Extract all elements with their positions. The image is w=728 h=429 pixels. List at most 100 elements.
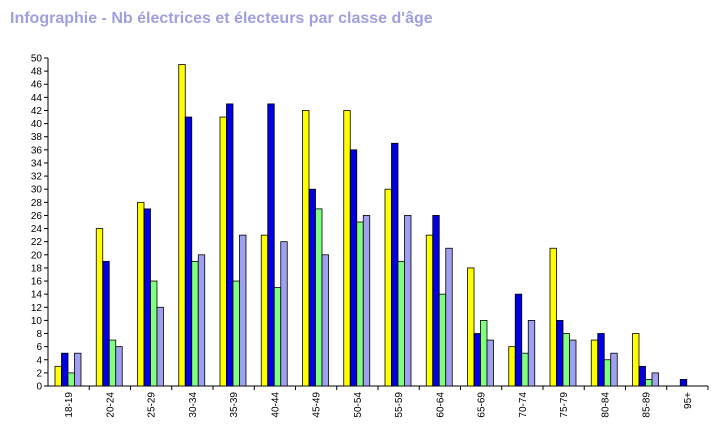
y-tick-label: 30 bbox=[31, 185, 43, 196]
bar bbox=[556, 319, 564, 387]
bar bbox=[102, 260, 110, 387]
x-tick-label: 75-79 bbox=[559, 392, 570, 418]
bar bbox=[438, 293, 447, 387]
y-tick-label: 26 bbox=[31, 211, 43, 222]
y-tick-label: 34 bbox=[31, 158, 43, 169]
x-tick-label: 95+ bbox=[683, 392, 694, 409]
bar bbox=[74, 352, 82, 387]
y-tick-label: 46 bbox=[31, 80, 43, 91]
bar bbox=[391, 142, 399, 387]
bar bbox=[67, 372, 75, 387]
y-tick-label: 38 bbox=[31, 132, 43, 143]
y-tick-label: 16 bbox=[31, 277, 43, 288]
x-tick-label: 45-49 bbox=[312, 392, 323, 418]
bar bbox=[315, 208, 323, 387]
bar bbox=[467, 267, 475, 387]
y-tick-label: 14 bbox=[31, 290, 43, 301]
bar bbox=[638, 365, 646, 387]
bar bbox=[156, 306, 164, 387]
bar bbox=[514, 293, 523, 387]
bar bbox=[302, 110, 310, 387]
bar bbox=[137, 201, 145, 387]
x-tick-label: 30-34 bbox=[188, 392, 199, 418]
y-tick-label: 48 bbox=[31, 67, 43, 78]
bar bbox=[356, 221, 364, 387]
bar bbox=[632, 333, 640, 387]
bar bbox=[184, 116, 193, 387]
y-tick-label: 20 bbox=[31, 250, 43, 261]
bar bbox=[178, 64, 186, 387]
x-tick-label: 25-29 bbox=[147, 392, 158, 418]
x-tick-label: 70-74 bbox=[518, 392, 529, 418]
y-tick-label: 0 bbox=[36, 382, 42, 393]
bar bbox=[473, 333, 481, 387]
bar bbox=[95, 228, 104, 387]
bar bbox=[115, 346, 123, 387]
y-tick-label: 12 bbox=[31, 303, 43, 314]
x-tick-label: 20-24 bbox=[105, 392, 116, 418]
bar bbox=[404, 215, 412, 387]
bar bbox=[321, 254, 329, 387]
bar bbox=[54, 365, 62, 387]
x-tick-label: 55-59 bbox=[394, 392, 405, 418]
y-tick-label: 28 bbox=[31, 198, 43, 209]
x-tick-label: 35-39 bbox=[229, 392, 240, 418]
bar bbox=[425, 234, 434, 387]
bar bbox=[384, 188, 392, 387]
bar bbox=[226, 103, 234, 387]
bar bbox=[527, 319, 536, 387]
bar bbox=[480, 319, 488, 387]
bar bbox=[549, 247, 557, 387]
y-tick-label: 50 bbox=[31, 54, 43, 65]
bar bbox=[197, 254, 206, 387]
bar bbox=[273, 287, 282, 387]
y-tick-label: 44 bbox=[31, 93, 43, 104]
y-tick-label: 18 bbox=[31, 263, 43, 274]
bar bbox=[679, 379, 688, 387]
bar bbox=[343, 110, 351, 387]
bar bbox=[108, 339, 117, 387]
bar bbox=[232, 280, 240, 387]
bar bbox=[590, 339, 599, 387]
x-tick-label: 80-84 bbox=[600, 392, 611, 418]
y-tick-label: 24 bbox=[31, 224, 43, 235]
bar bbox=[219, 116, 227, 387]
y-tick-label: 22 bbox=[31, 237, 43, 248]
bar bbox=[239, 234, 247, 387]
bar bbox=[569, 339, 577, 387]
y-tick-label: 2 bbox=[36, 368, 42, 379]
bar bbox=[267, 103, 275, 387]
y-tick-label: 42 bbox=[31, 106, 43, 117]
x-tick-label: 60-64 bbox=[435, 392, 446, 418]
bar bbox=[61, 352, 69, 387]
bar bbox=[508, 346, 516, 387]
bar bbox=[645, 379, 653, 387]
bar bbox=[308, 188, 316, 387]
bar bbox=[260, 234, 269, 387]
bar bbox=[150, 280, 158, 387]
x-tick-label: 18-19 bbox=[64, 392, 75, 418]
bar bbox=[445, 247, 453, 387]
y-tick-label: 8 bbox=[36, 329, 42, 340]
y-tick-label: 40 bbox=[31, 119, 43, 130]
y-tick-label: 32 bbox=[31, 172, 43, 183]
bar bbox=[143, 208, 151, 387]
x-tick-label: 40-44 bbox=[270, 392, 281, 418]
bar bbox=[610, 352, 618, 387]
bar bbox=[397, 260, 405, 387]
bar bbox=[603, 359, 612, 387]
bar bbox=[651, 372, 659, 387]
y-tick-label: 6 bbox=[36, 342, 42, 353]
bar bbox=[191, 260, 199, 387]
bar bbox=[486, 339, 494, 387]
x-tick-label: 65-69 bbox=[477, 392, 488, 418]
bar bbox=[280, 241, 288, 387]
bar bbox=[432, 215, 440, 387]
y-tick-label: 36 bbox=[31, 145, 43, 156]
x-tick-label: 85-89 bbox=[642, 392, 653, 418]
y-tick-label: 4 bbox=[36, 355, 42, 366]
y-tick-label: 10 bbox=[31, 316, 43, 327]
bar bbox=[597, 333, 605, 387]
chart-title: Infographie - Nb électrices et électeurs… bbox=[10, 10, 433, 27]
